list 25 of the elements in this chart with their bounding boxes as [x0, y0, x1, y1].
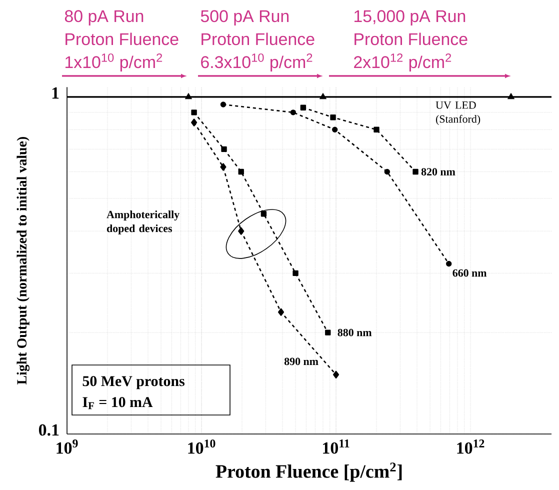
text: 15,000 pA Run: [354, 10, 466, 26]
text: 6.3x10$^{10}$ p/cm$^{2}$: [201, 53, 312, 72]
series-label: 880 nm: [338, 328, 372, 336]
series-label: 660 nm: [452, 269, 487, 277]
text: 500 pA Run: [200, 10, 289, 26]
text: Proton Fluence: [354, 32, 468, 46]
annotation: I$_{F}$ = 10 mA: [82, 397, 153, 410]
y-axis-title: Light Output (normalized to initial value): [16, 136, 30, 384]
text: 80 pA Run: [64, 10, 144, 26]
text: Proton Fluence: [66, 32, 178, 46]
x-tick-label: 10$^{12}$: [457, 440, 484, 454]
x-tick-label: 10$^{11}$: [323, 440, 350, 454]
series-label: 890 nm: [284, 358, 318, 366]
text: Proton Fluence: [202, 32, 314, 46]
text: 1x10$^{10}$ p/cm$^{2}$: [66, 53, 162, 72]
x-tick-label: 10$^{10}$: [188, 440, 216, 454]
annotation: 50 MeV protons: [82, 376, 185, 390]
x-tick-label: 10$^{9}$: [56, 440, 78, 454]
y-tick-label: 1: [52, 87, 59, 99]
annotation: Amphoterically doped devices: [106, 210, 180, 234]
text: 2x10$^{12}$ p/cm$^{2}$: [354, 53, 452, 72]
x-axis-title: Proton Fluence [p/cm$^{2}$]: [216, 462, 402, 482]
y-tick-label: 0.1: [38, 424, 59, 436]
annotation: UV LED (Stanford): [436, 102, 480, 125]
series-label: 820 nm: [421, 168, 456, 176]
